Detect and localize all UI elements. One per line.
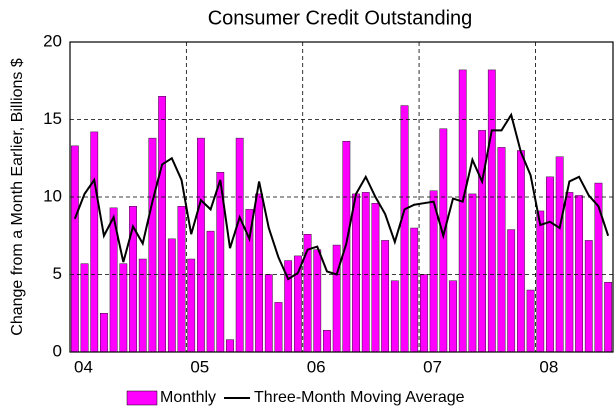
moving-average-line bbox=[73, 112, 610, 281]
y-tick-label: 0 bbox=[53, 341, 62, 360]
bar bbox=[264, 274, 273, 353]
y-tick-label: 15 bbox=[43, 109, 62, 128]
bar bbox=[526, 289, 535, 353]
bar bbox=[546, 176, 554, 353]
bar bbox=[536, 210, 545, 353]
bar bbox=[575, 195, 583, 353]
bar bbox=[255, 193, 263, 353]
x-tick-label: 06 bbox=[307, 357, 326, 376]
bar bbox=[390, 280, 399, 353]
x-tick-label: 08 bbox=[539, 357, 558, 376]
x-tick-label: 05 bbox=[190, 357, 209, 376]
bar bbox=[206, 230, 215, 353]
bar bbox=[158, 96, 167, 353]
bar bbox=[497, 147, 506, 353]
bar bbox=[226, 339, 234, 353]
bar bbox=[458, 69, 467, 353]
bar bbox=[119, 263, 128, 353]
plot-border bbox=[69, 41, 614, 353]
bar bbox=[70, 145, 79, 353]
x-tick-label: 04 bbox=[74, 357, 93, 376]
bar bbox=[352, 193, 360, 353]
bar bbox=[177, 206, 186, 353]
bar bbox=[332, 244, 341, 353]
bar bbox=[604, 282, 613, 353]
bar bbox=[487, 69, 496, 353]
y-axis-label: Change from a Month Earlier, Billions $ bbox=[9, 58, 26, 336]
y-tick-label: 5 bbox=[53, 264, 62, 283]
bar bbox=[429, 190, 438, 353]
bar bbox=[187, 258, 196, 353]
bar bbox=[197, 137, 205, 353]
bar bbox=[167, 238, 176, 353]
legend-label: Monthly bbox=[160, 389, 216, 406]
bar bbox=[148, 137, 157, 353]
bar bbox=[565, 192, 574, 353]
bar bbox=[468, 193, 477, 353]
bar bbox=[410, 227, 419, 353]
bar bbox=[420, 274, 428, 353]
chart-title: Consumer Credit Outstanding bbox=[208, 7, 473, 29]
bar bbox=[371, 202, 380, 353]
bar bbox=[313, 249, 322, 353]
legend-label: Three-Month Moving Average bbox=[254, 389, 465, 406]
y-tick-label: 20 bbox=[43, 31, 62, 50]
bar bbox=[235, 137, 244, 353]
bar bbox=[80, 263, 89, 353]
bar bbox=[381, 240, 390, 353]
bar bbox=[449, 280, 457, 353]
bar bbox=[400, 105, 409, 353]
bar bbox=[100, 313, 108, 353]
bar bbox=[274, 302, 283, 353]
bar bbox=[516, 150, 525, 353]
bar bbox=[584, 240, 593, 353]
bar bbox=[90, 131, 99, 353]
legend-swatch bbox=[126, 390, 158, 406]
bar bbox=[138, 258, 147, 353]
bar bbox=[439, 128, 448, 353]
bar bbox=[293, 255, 302, 353]
bar bbox=[361, 192, 370, 353]
bar bbox=[323, 330, 331, 353]
x-tick-label: 07 bbox=[423, 357, 442, 376]
bar bbox=[555, 156, 564, 353]
bar bbox=[507, 229, 516, 353]
y-tick-label: 10 bbox=[43, 186, 62, 205]
